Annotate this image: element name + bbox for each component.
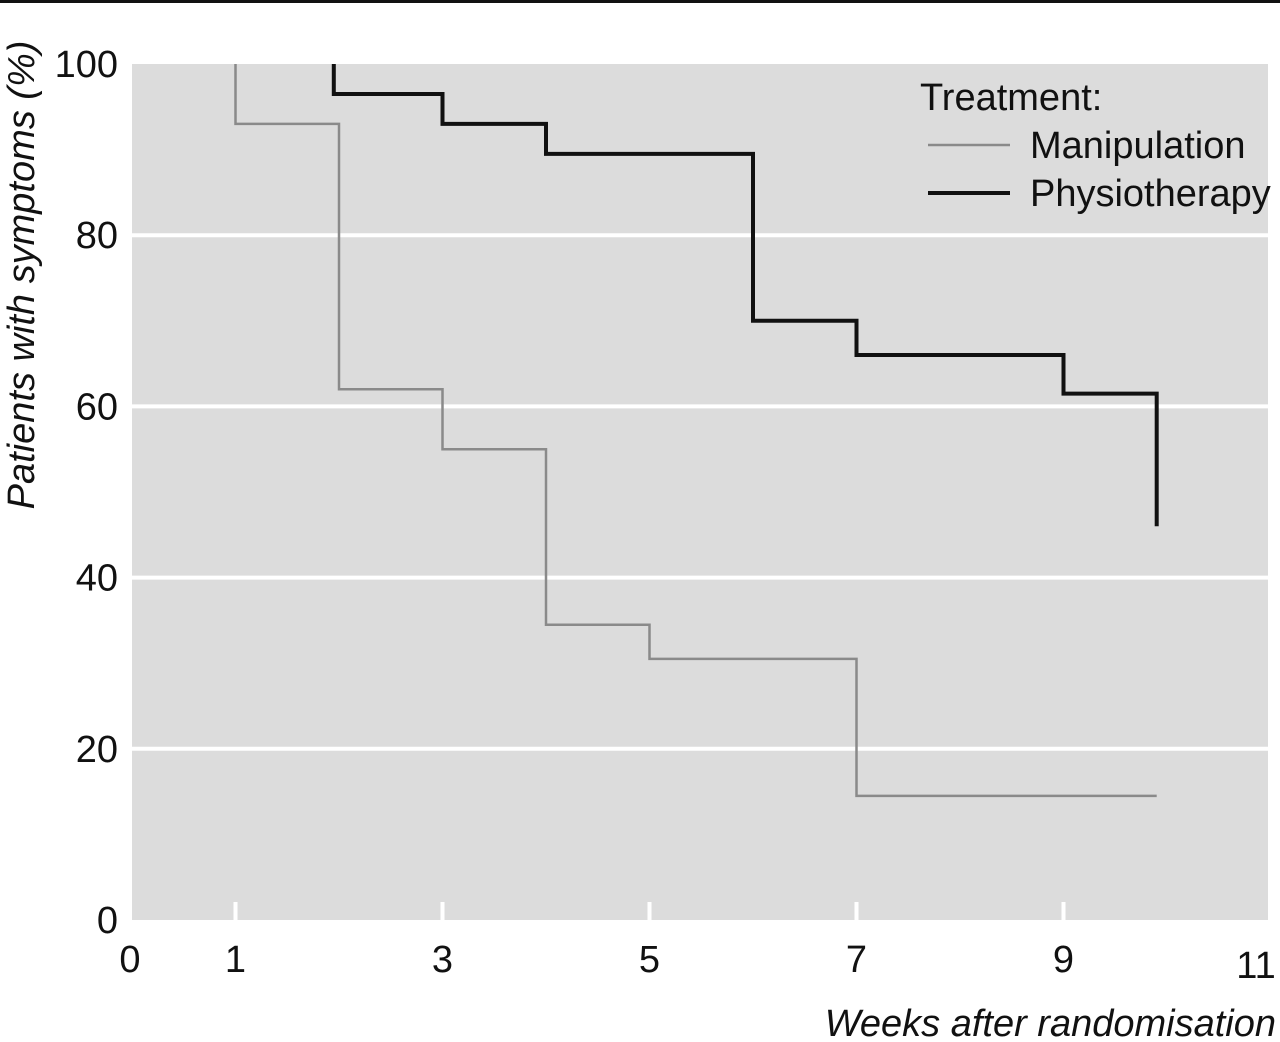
y-tick-labels: 0 20 40 60 80 100 [55,44,118,942]
x-tick-label-7: 7 [846,939,867,981]
series-lines [234,64,1159,798]
y-tick-label-20: 20 [76,729,118,771]
x-tick-label-9: 9 [1053,939,1074,981]
legend-title: Treatment: [920,77,1102,119]
y-axis-title: Patients with symptoms (%) [1,41,43,510]
y-tick-label-80: 80 [76,215,118,257]
legend: Treatment: Manipulation Physiotherapy [920,77,1271,215]
legend-label-manipulation: Manipulation [1030,125,1245,167]
legend-label-physiotherapy: Physiotherapy [1030,173,1271,215]
x-tick-label-0: 0 [119,939,140,981]
gridlines [132,233,1268,751]
x-ticks [233,902,1066,922]
x-tick-label-1: 1 [225,939,246,981]
series-line-manipulation [234,64,1157,798]
y-tick-label-0: 0 [97,900,118,942]
x-tick-label-3: 3 [432,939,453,981]
x-axis-title: Weeks after randomisation [825,1003,1276,1037]
x-tick-labels: 0 1 3 5 7 9 11 [119,939,1275,987]
y-tick-label-100: 100 [55,44,118,86]
series-line-physiotherapy [331,64,1159,527]
y-tick-label-40: 40 [76,558,118,600]
plot-background [132,64,1268,920]
y-tick-label-60: 60 [76,386,118,428]
x-tick-label-5: 5 [639,939,660,981]
x-tick-label-11: 11 [1236,945,1275,987]
